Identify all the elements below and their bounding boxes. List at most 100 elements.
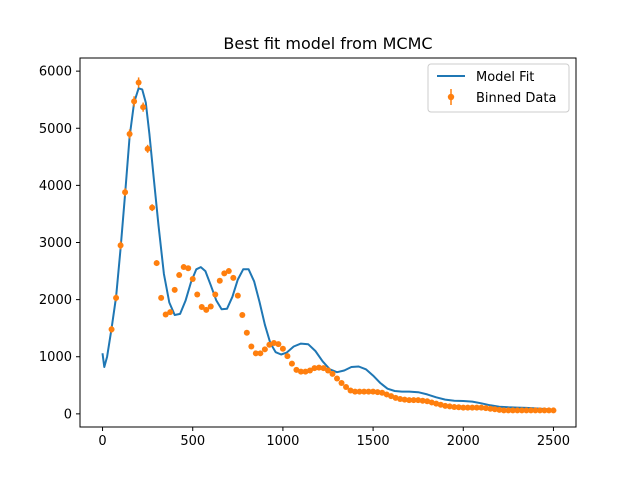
legend-data-marker-icon — [447, 93, 455, 101]
data-point — [162, 311, 169, 318]
data-point — [415, 397, 422, 404]
y-tick-label: 3000 — [39, 236, 72, 251]
data-point — [433, 400, 440, 407]
data-point — [347, 387, 354, 394]
data-point — [437, 401, 444, 408]
data-point — [527, 407, 534, 414]
legend-data-label: Binned Data — [476, 91, 556, 106]
data-point — [176, 272, 183, 279]
data-point — [248, 343, 255, 350]
data-point — [185, 265, 192, 272]
data-point — [500, 407, 507, 414]
data-point — [212, 291, 219, 298]
data-point — [234, 292, 241, 299]
data-point — [230, 274, 237, 281]
data-point — [523, 407, 530, 414]
data-point — [329, 370, 336, 377]
data-point — [505, 407, 512, 414]
data-point — [275, 341, 282, 348]
data-point — [496, 406, 503, 413]
data-point — [406, 397, 413, 404]
data-point — [207, 303, 214, 310]
y-tick-label: 0 — [64, 407, 72, 422]
data-point — [288, 360, 295, 367]
plot-layer — [101, 77, 557, 414]
data-point — [536, 407, 543, 414]
legend-model-label: Model Fit — [476, 70, 534, 85]
data-point — [446, 403, 453, 410]
data-point — [370, 388, 377, 395]
y-tick-label: 5000 — [39, 122, 72, 137]
data-point — [397, 396, 404, 403]
data-point — [135, 79, 142, 86]
data-point — [293, 366, 300, 373]
data-point — [410, 397, 417, 404]
data-point — [509, 407, 516, 414]
data-point — [352, 388, 359, 395]
data-point — [203, 306, 210, 313]
data-point — [361, 388, 368, 395]
data-point — [113, 294, 120, 301]
x-tick-label: 0 — [98, 434, 106, 449]
data-point — [270, 340, 277, 347]
data-point — [491, 406, 498, 413]
data-point — [149, 204, 156, 211]
data-point — [266, 341, 273, 348]
data-point — [451, 404, 458, 411]
data-point — [261, 346, 268, 353]
data-point — [518, 407, 525, 414]
data-point — [320, 365, 327, 372]
data-point — [424, 398, 431, 405]
data-point — [117, 242, 124, 249]
model-fit-line — [101, 87, 554, 411]
data-point — [297, 368, 304, 375]
data-point — [356, 388, 363, 395]
data-point — [455, 404, 462, 411]
x-tick-label: 500 — [180, 434, 205, 449]
data-point — [478, 404, 485, 411]
data-point — [189, 276, 196, 283]
x-tick-label: 1000 — [266, 434, 299, 449]
data-point — [140, 104, 147, 111]
data-point — [171, 286, 178, 293]
data-point — [167, 309, 174, 316]
data-point — [180, 264, 187, 271]
data-point — [482, 405, 489, 412]
data-point — [469, 404, 476, 411]
data-point — [514, 407, 521, 414]
data-point — [302, 368, 309, 375]
data-point — [383, 391, 390, 398]
data-point — [487, 405, 494, 412]
data-point — [126, 130, 133, 137]
x-tick-label: 1500 — [357, 434, 390, 449]
data-point — [442, 402, 449, 409]
data-point — [221, 270, 228, 277]
data-point — [464, 404, 471, 411]
data-point — [198, 304, 205, 311]
data-point — [325, 367, 331, 374]
x-axis-ticks: 0 500 1000 1500 2000 2500 — [98, 427, 570, 449]
data-point — [153, 260, 160, 267]
data-point — [122, 189, 129, 196]
data-point — [158, 294, 165, 301]
data-point — [284, 353, 291, 360]
x-tick-label: 2000 — [447, 434, 480, 449]
data-point — [225, 268, 232, 275]
data-point — [532, 407, 539, 414]
data-point — [239, 312, 246, 319]
data-point — [306, 367, 313, 374]
data-point — [334, 375, 341, 382]
data-point — [545, 407, 552, 414]
data-point — [541, 407, 548, 414]
chart-title: Best fit model from MCMC — [223, 34, 432, 53]
data-point — [374, 389, 381, 396]
data-point — [388, 393, 395, 400]
y-tick-label: 4000 — [39, 179, 72, 194]
data-point — [460, 404, 467, 411]
data-point — [419, 397, 426, 404]
data-point — [338, 380, 345, 387]
data-point — [144, 145, 151, 152]
data-point — [108, 326, 115, 333]
data-point — [243, 329, 250, 336]
legend: Model Fit Binned Data — [427, 63, 570, 113]
